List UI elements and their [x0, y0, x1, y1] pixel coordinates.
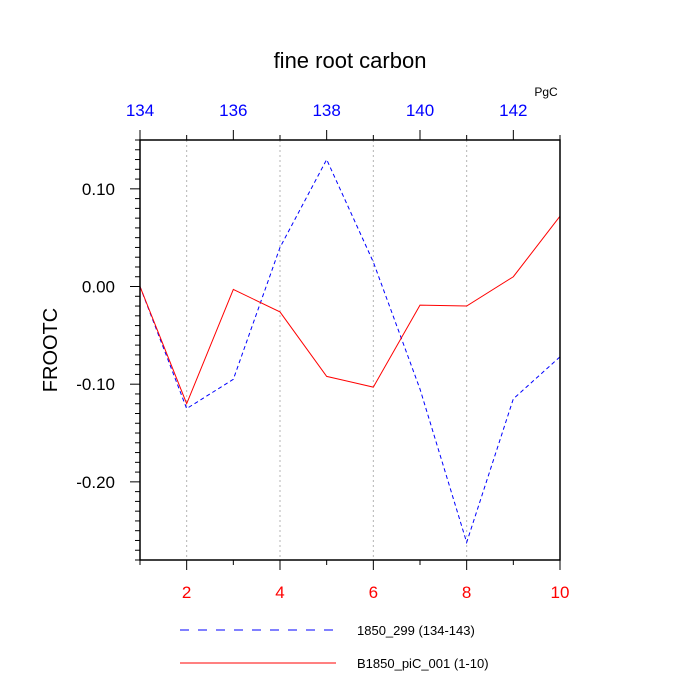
- y-tick-label: 0.00: [82, 278, 115, 297]
- y-tick-label: 0.10: [82, 180, 115, 199]
- legend-label: B1850_piC_001 (1-10): [357, 656, 489, 671]
- legend-label: 1850_299 (134-143): [357, 623, 475, 638]
- series-line: [139, 158, 561, 545]
- units-label: PgC: [534, 85, 558, 99]
- x-top-tick-label: 142: [499, 101, 527, 120]
- x-top-tick-label: 136: [219, 101, 247, 120]
- y-axis-label: FROOTC: [40, 308, 62, 392]
- series-layer: [139, 158, 561, 545]
- plot-frame: [139, 139, 561, 561]
- x-bottom-tick-label: 4: [275, 583, 284, 602]
- y-tick-label: -0.20: [76, 473, 115, 492]
- grid: [186, 140, 468, 560]
- x-bottom-tick-label: 8: [462, 583, 471, 602]
- x-bottom-tick-label: 2: [182, 583, 191, 602]
- chart-title: fine root carbon: [274, 48, 427, 73]
- ticks: 2 4 6 8 10 134 136 138 140 142 0.10 0.00 -0.10 -0.20: [76, 101, 569, 602]
- x-top-tick-label: 140: [406, 101, 434, 120]
- y-tick-label: -0.10: [76, 375, 115, 394]
- legend: 1850_299 (134-143) B1850_piC_001 (1-10): [180, 623, 489, 671]
- x-top-tick-label: 138: [312, 101, 340, 120]
- x-bottom-tick-label: 10: [551, 583, 570, 602]
- x-bottom-tick-label: 6: [369, 583, 378, 602]
- x-top-tick-label: 134: [126, 101, 154, 120]
- series-line: [139, 215, 561, 406]
